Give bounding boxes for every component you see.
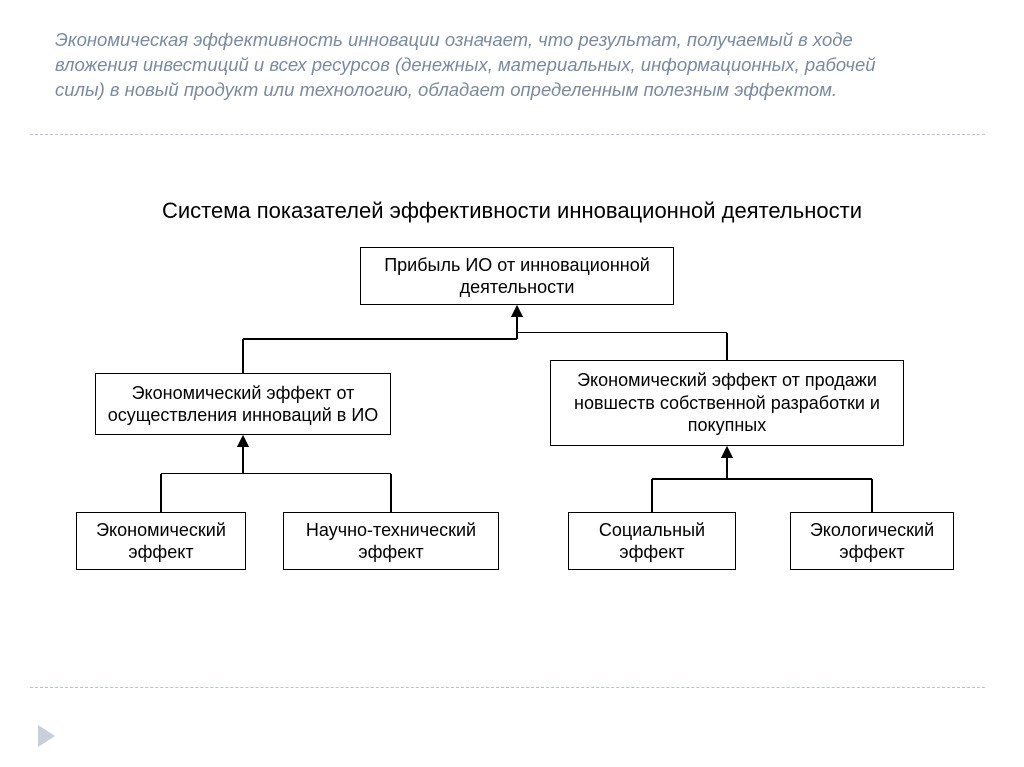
edge-line bbox=[651, 479, 653, 512]
node-label: Прибыль ИО от инновационной деятельности bbox=[369, 254, 665, 299]
edge-line bbox=[652, 478, 727, 480]
divider-bottom bbox=[30, 687, 985, 688]
arrow-head-icon bbox=[721, 446, 733, 458]
node-label: Экономический эффект от продажи новшеств… bbox=[559, 369, 895, 437]
edge-line bbox=[726, 333, 728, 361]
node-label: Экологический эффект bbox=[799, 519, 945, 564]
node-label: Экономический эффект bbox=[85, 519, 237, 564]
edge-line bbox=[726, 458, 728, 479]
edge-line bbox=[242, 339, 244, 373]
edge-line bbox=[243, 338, 517, 340]
edge-line bbox=[871, 479, 873, 512]
diagram-canvas: Прибыль ИО от инновационной деятельности… bbox=[0, 0, 1024, 767]
next-slide-icon[interactable] bbox=[38, 725, 55, 747]
node-n4: Экономический эффект bbox=[76, 512, 246, 570]
edge-line bbox=[243, 473, 391, 475]
node-n5: Научно-технический эффект bbox=[283, 512, 499, 570]
node-n6: Социальный эффект bbox=[568, 512, 736, 570]
edge-line bbox=[242, 447, 244, 474]
node-n2: Экономический эффект от осуществления ин… bbox=[95, 373, 391, 435]
edge-line bbox=[390, 474, 392, 513]
arrow-head-icon bbox=[511, 305, 523, 317]
node-n3: Экономический эффект от продажи новшеств… bbox=[550, 360, 904, 446]
edge-line bbox=[160, 474, 162, 513]
arrow-head-icon bbox=[237, 435, 249, 447]
edge-line bbox=[727, 478, 872, 480]
edge-line bbox=[517, 332, 727, 334]
node-label: Социальный эффект bbox=[577, 519, 727, 564]
node-label: Научно-технический эффект bbox=[292, 519, 490, 564]
node-n7: Экологический эффект bbox=[790, 512, 954, 570]
node-label: Экономический эффект от осуществления ин… bbox=[104, 382, 382, 427]
edge-line bbox=[161, 473, 243, 475]
edge-line bbox=[516, 317, 518, 333]
node-n1: Прибыль ИО от инновационной деятельности bbox=[360, 247, 674, 305]
